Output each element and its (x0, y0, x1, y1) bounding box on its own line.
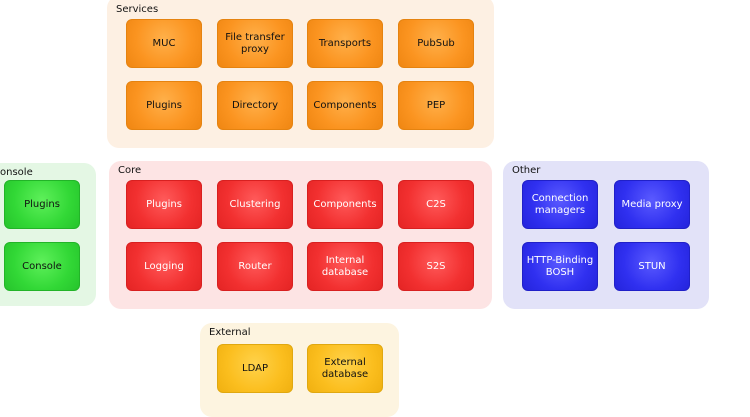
core-router: Router (217, 242, 293, 291)
other-title: Other (512, 165, 541, 176)
service-directory: Directory (217, 81, 293, 130)
console-title: onsole (0, 167, 33, 178)
external-external-database: External database (307, 344, 383, 393)
service-transports: Transports (307, 19, 383, 68)
external-ldap: LDAP (217, 344, 293, 393)
service-muc: MUC (126, 19, 202, 68)
external-title: External (209, 327, 251, 338)
core-clustering: Clustering (217, 180, 293, 229)
core-internal-database: Internal database (307, 242, 383, 291)
core-c2s: C2S (398, 180, 474, 229)
other-media-proxy: Media proxy (614, 180, 690, 229)
service-pep: PEP (398, 81, 474, 130)
core-components: Components (307, 180, 383, 229)
core-title: Core (118, 165, 142, 176)
core-plugins: Plugins (126, 180, 202, 229)
service-pubsub: PubSub (398, 19, 474, 68)
service-plugins: Plugins (126, 81, 202, 130)
other-stun: STUN (614, 242, 690, 291)
services-title: Services (116, 4, 159, 15)
service-file-transfer-proxy: File transfer proxy (217, 19, 293, 68)
service-components: Components (307, 81, 383, 130)
console-plugins: Plugins (4, 180, 80, 229)
other-connection-managers: Connection managers (522, 180, 598, 229)
core-s2s: S2S (398, 242, 474, 291)
console-console: Console (4, 242, 80, 291)
core-logging: Logging (126, 242, 202, 291)
other-http-binding-bosh: HTTP-Binding BOSH (522, 242, 598, 291)
